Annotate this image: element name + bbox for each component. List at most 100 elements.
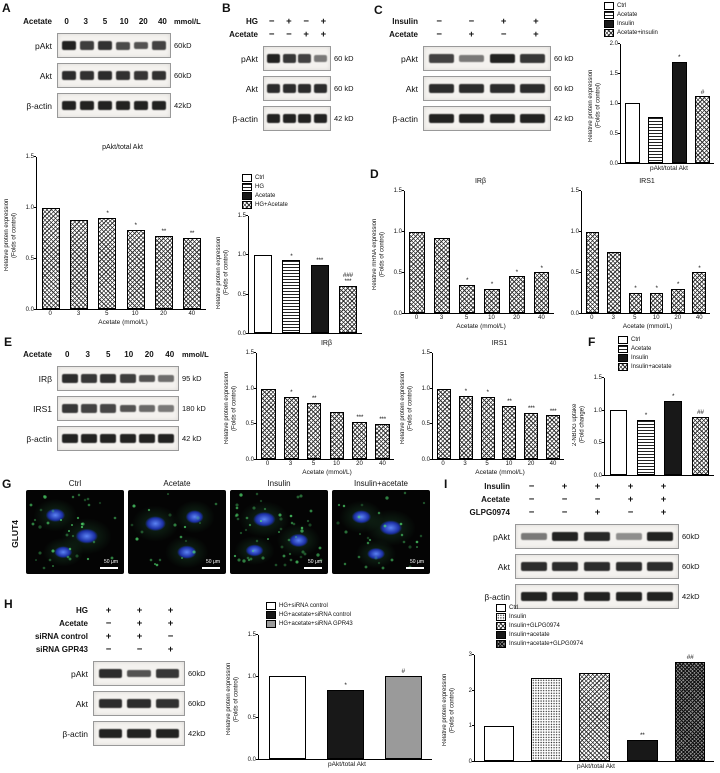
panel-e-label: E (4, 335, 13, 349)
blot-band-row: pAkt 60kD (8, 33, 210, 58)
bar-group (249, 216, 277, 333)
condition-plus-minus: − (303, 15, 309, 27)
legend-item: Ctrl (496, 604, 718, 612)
protein-band (139, 374, 155, 383)
y-tick-label: 0.0 (25, 306, 34, 313)
y-tick-label: 1.0 (609, 100, 618, 107)
significance-marker: ** (189, 230, 195, 238)
blot-lane (457, 84, 488, 93)
significance-marker: * (540, 264, 543, 272)
panel-g-label: G (2, 477, 12, 491)
protein-band (489, 114, 515, 123)
lane-dose-value: 5 (102, 16, 108, 26)
plot-area-wrap: 0.0 0.5 1.0 1.5 * ** *** *** (246, 350, 394, 463)
x-tick-label: 0 (441, 460, 445, 467)
condition-row: Acetate − − + + (218, 28, 366, 41)
plot-area: * * * * (404, 191, 554, 314)
y-axis-label: 2-NBDG uptake (Fold change) (572, 403, 586, 446)
check-pattern-swatch (618, 363, 628, 371)
bar-group: ** (498, 353, 520, 459)
protein-band (115, 71, 131, 80)
legend-label: Insulin (631, 355, 649, 361)
y-tick (602, 442, 604, 444)
blot-lane (518, 114, 549, 123)
legend-label: HG+Acetate (255, 202, 288, 208)
bar-group (257, 353, 280, 459)
x-tick-labels: 0 3 5 10 20 40 (581, 314, 710, 322)
condition-label: Acetate (59, 619, 88, 628)
protein-band (127, 699, 151, 708)
plot-area-wrap: 0.0 0.5 1.0 1.5 * * ## (594, 375, 714, 479)
legend-item: Acetate (242, 192, 366, 200)
panel-e-western-blot: Acetate 0 3 5 10 20 40 mmol/L IRβ 95 kD IRS1 180 kD… (6, 348, 220, 451)
panel-a-label: A (2, 1, 11, 15)
blot-band-row: Akt 60 kD (374, 76, 588, 101)
bar-group: *** (542, 353, 564, 459)
bar-group: * (667, 191, 688, 313)
blot-band-row: pAkt 60 kD (374, 46, 588, 71)
blot-band-row: IRS1 180 kD (6, 396, 220, 421)
plot-area: * *** ### *** (248, 216, 362, 334)
panel-i-western-blot: Insulin − + + + + Acetate − − − + + GLPG0974− − + − + pAk… (456, 480, 714, 609)
protein-label: IRβ (38, 373, 52, 384)
protein-band (97, 41, 113, 50)
protein-band (313, 114, 327, 123)
blot-lane (153, 729, 182, 738)
protein-band (79, 71, 95, 80)
chart-body: Relative protein expression (Folds of co… (442, 650, 718, 770)
molecular-weight-label: 60kD (682, 532, 700, 541)
significance-marker: ### *** (342, 271, 353, 286)
protein-band (115, 41, 131, 50)
blot-lane (114, 41, 132, 50)
lane-headers: 0 3 5 10 20 40 (57, 16, 172, 26)
microscopy-column: Insulin 50 μm (230, 480, 328, 574)
y-tick (256, 717, 258, 719)
bar (649, 292, 664, 313)
y-tick (430, 423, 432, 425)
condition-values: − − + + (423, 17, 552, 27)
protein-band (119, 404, 136, 413)
blot-lane (78, 71, 96, 80)
significance-marker: # (401, 668, 406, 676)
blot-lane (118, 404, 137, 413)
y-tick (34, 207, 36, 209)
bar (261, 388, 276, 459)
condition-plus-minus: + (167, 643, 174, 655)
condition-values: − − + (93, 645, 186, 655)
blot-lane (153, 669, 182, 678)
y-tick (246, 215, 248, 216)
y-tick (472, 654, 474, 655)
condition-plus-minus: + (533, 15, 539, 27)
protein-band (520, 532, 547, 541)
y-tick-label: 1.5 (570, 188, 579, 195)
protein-band (282, 54, 296, 63)
panel-g: G GLUT4 Ctrl 50 μm Acetate 50 μm Insulin 50 μ… (2, 478, 438, 598)
bar-group (644, 44, 667, 163)
y-tick-label: 0 (468, 758, 472, 765)
significance-marker: * (515, 268, 519, 276)
molecular-weight-label: 180 kD (182, 404, 206, 413)
molecular-weight-label: 60kD (682, 562, 700, 571)
y-tick-label: 3 (468, 652, 472, 658)
protein-band (151, 41, 167, 50)
blot-lane (297, 84, 313, 93)
bar (126, 230, 145, 309)
scale-bar (100, 567, 118, 569)
protein-band (100, 434, 117, 443)
condition-values: + + − (93, 632, 186, 642)
protein-band (115, 101, 131, 110)
bar (375, 423, 390, 459)
significance-marker: * (676, 280, 680, 288)
blot-band-row: β-actin 42 kD (6, 426, 220, 451)
bar (306, 402, 322, 459)
legend-label: Acetate (617, 12, 638, 18)
chart-legend: Ctrl HG Acetate HG+Acetate (242, 174, 366, 209)
y-tick (256, 675, 258, 677)
y-tick (430, 387, 432, 389)
legend-item: Insulin+GLPG0974 (496, 622, 718, 630)
bar (310, 265, 329, 333)
bar-group: *** (520, 353, 542, 459)
x-tick-label: 20 (160, 310, 167, 317)
bar-group: *** (348, 353, 371, 459)
blot-lane (79, 434, 98, 443)
